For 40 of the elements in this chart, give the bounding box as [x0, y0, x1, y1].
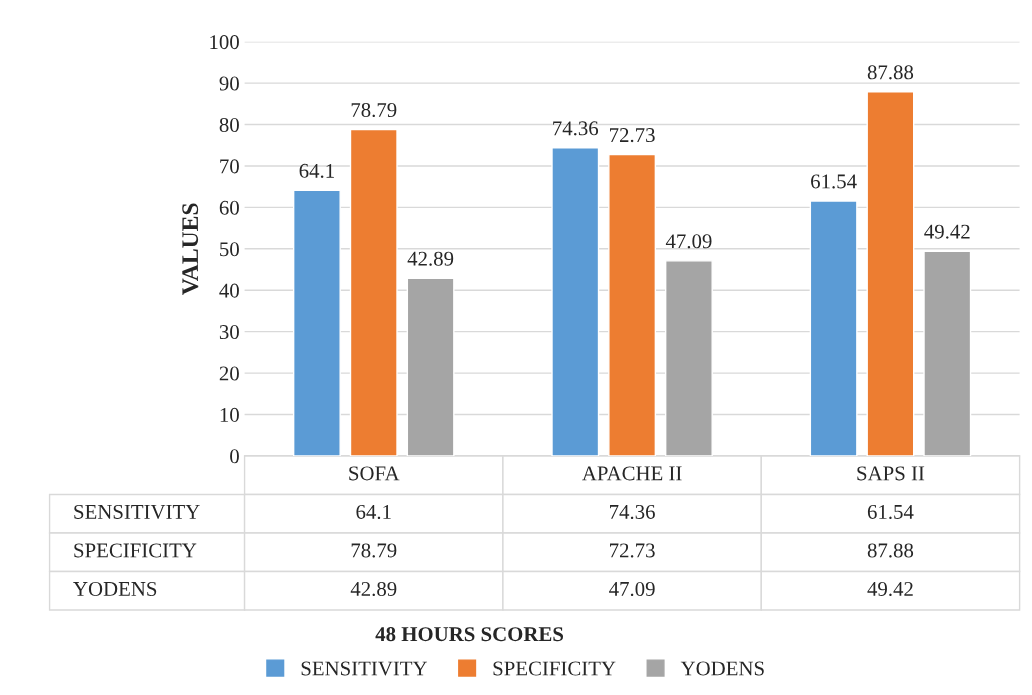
- y-tick-label: 60: [219, 200, 239, 215]
- data-label: 72.73: [610, 543, 655, 558]
- data-label: 64.1: [356, 504, 391, 520]
- x-tick-label: SOFA: [349, 466, 400, 481]
- annotation: 64.1: [299, 163, 334, 178]
- data-label: 74.36: [610, 504, 655, 520]
- annotation: 49.42: [924, 224, 970, 239]
- data-label: 87.88: [867, 543, 914, 558]
- annotation: 42.89: [407, 251, 454, 266]
- y-tick-label: 0: [230, 449, 239, 464]
- data-label: 42.89: [350, 581, 397, 597]
- data-label: 47.09: [609, 581, 655, 597]
- legend-label: SENSITIVITY: [301, 661, 428, 676]
- legend-label: SPECIFICITY: [493, 661, 616, 676]
- y-axis-title: VALUES: [182, 203, 199, 295]
- annotation: 72.73: [610, 128, 655, 143]
- annotation: 87.88: [867, 65, 914, 80]
- annotation: 47.09: [665, 234, 712, 249]
- data-label: 78.79: [351, 543, 397, 558]
- text: SPECIFICITY: [74, 543, 197, 558]
- annotation: 78.79: [351, 102, 397, 118]
- y-tick-label: 40: [219, 283, 239, 298]
- text: YODENS: [73, 581, 157, 596]
- annotation: 74.36: [553, 121, 599, 136]
- y-tick-label: 10: [220, 407, 239, 422]
- data-label: 49.42: [867, 581, 913, 597]
- text: 48 HOURS SCORES: [375, 627, 564, 642]
- y-tick-label: 50: [220, 242, 239, 257]
- y-tick-label: 20: [219, 366, 239, 381]
- y-tick-label: 80: [219, 117, 239, 132]
- x-tick-label: SAPS II: [857, 466, 925, 481]
- y-tick-label: 70: [220, 159, 239, 174]
- y-tick-label: 30: [219, 325, 239, 340]
- data-label: 61.54: [867, 504, 914, 520]
- y-tick-label: 90: [219, 76, 239, 91]
- x-tick-label: APACHE II: [582, 466, 682, 481]
- text: SENSITIVITY: [74, 504, 200, 520]
- legend-label: YODENS: [680, 661, 764, 676]
- annotation: 61.54: [811, 174, 857, 189]
- y-tick-label: 100: [210, 35, 239, 50]
